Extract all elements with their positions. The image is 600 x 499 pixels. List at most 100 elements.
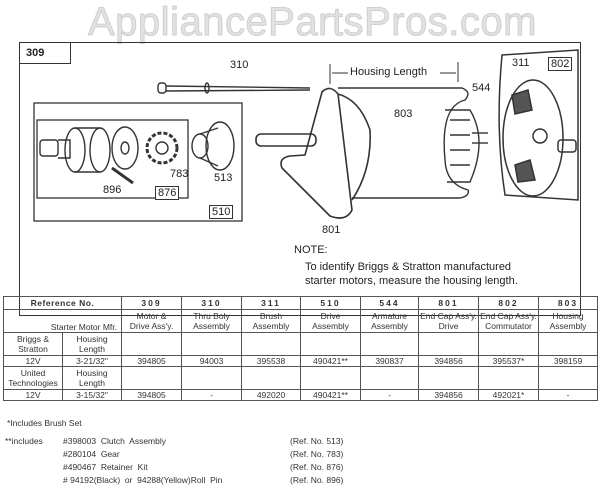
- col-name-1: Thru Boly: [193, 311, 230, 321]
- mfr-name-2: Technologies: [8, 378, 58, 388]
- commutator-end-cap-drawing: [498, 49, 579, 201]
- callout-544: 544: [472, 82, 491, 94]
- col-ref: 510: [300, 296, 362, 310]
- housing-length: 3-21/32": [61, 355, 123, 367]
- note-title: NOTE:: [294, 244, 328, 256]
- col-ref: 311: [241, 296, 302, 310]
- column-name-row: Starter Motor Mfr. Motor & Drive Ass'y. T…: [2, 309, 599, 333]
- callout-310: 310: [230, 59, 249, 71]
- part-number: 394856: [418, 389, 480, 401]
- col-name: End Cap Ass'y. Commutator: [478, 309, 540, 333]
- footnote-item: #490467 Retainer Kit: [63, 462, 148, 472]
- part-number: 492021*: [478, 389, 540, 401]
- callout-housing-length: Housing Length: [350, 66, 428, 78]
- mfr-name: Briggs & Stratton: [3, 332, 63, 356]
- col-ref: 801: [418, 296, 480, 310]
- housing-drawing: [338, 87, 470, 199]
- col-name: Armature Assembly: [360, 309, 420, 333]
- footnote-single: *Includes Brush Set: [7, 418, 82, 428]
- armature-drawing: [445, 109, 488, 183]
- col-name: Brush Assembly: [241, 309, 302, 333]
- voltage: 12V: [3, 355, 63, 367]
- part-number: 394805: [121, 355, 183, 367]
- mfr-name-1: Briggs &: [16, 334, 50, 344]
- part-number: 398159: [538, 355, 599, 367]
- callout-311: 311: [512, 57, 530, 69]
- mfr-name-1: United: [20, 368, 46, 378]
- col-name-1: Brush: [259, 311, 283, 321]
- housing-length-label: Housing Length: [61, 366, 123, 390]
- callout-896: 896: [103, 184, 122, 196]
- part-number: 395537*: [478, 355, 540, 367]
- drive-assembly-box: [33, 102, 243, 222]
- part-number: 490421**: [300, 389, 362, 401]
- col-ref: 309: [121, 296, 183, 310]
- col-name-2: Assembly: [252, 321, 290, 331]
- mfr-name: United Technologies: [3, 366, 63, 390]
- callout-513: 513: [214, 172, 233, 184]
- table-row: 12V 3-15/32" 394805 - 492020 490421** - …: [3, 389, 599, 401]
- watermark-logo: AppliancePartsPros.com: [88, 0, 537, 44]
- callout-801: 801: [322, 224, 341, 236]
- housing-length-bracket: [329, 62, 459, 84]
- footnote-item: #398003 Clutch Assembly: [63, 436, 167, 446]
- footnote-ref: (Ref. No. 513): [290, 436, 344, 446]
- col-name-1: Motor &: [136, 311, 167, 321]
- part-number: 94003: [181, 355, 243, 367]
- col-name-2: Commutator: [485, 321, 532, 331]
- thru-bolt-drawing: [157, 82, 311, 94]
- col-ref: 802: [478, 296, 540, 310]
- hl-2: Length: [79, 378, 105, 388]
- footnote-ref: (Ref. No. 896): [290, 475, 344, 485]
- callout-783: 783: [170, 168, 189, 180]
- ref-header: Reference No.: [2, 296, 123, 310]
- col-name: Housing Assembly: [538, 309, 599, 333]
- footnote-item: # 94192(Black) or 94288(Yellow)Roll Pin: [63, 475, 223, 485]
- hl-2: Length: [79, 344, 105, 354]
- note-line-2: starter motors, measure the housing leng…: [305, 275, 518, 287]
- col-name-2: Drive Ass'y.: [129, 321, 174, 331]
- part-number: 394805: [121, 389, 183, 401]
- callout-510: 510: [209, 205, 234, 219]
- callout-802: 802: [548, 57, 573, 71]
- mfr-name-2: Stratton: [18, 344, 48, 354]
- col-name-1: Armature: [372, 311, 407, 321]
- part-number: 394856: [418, 355, 480, 367]
- ref-number-row: Reference No. 309 310 311 510 544 801 80…: [2, 296, 599, 310]
- voltage: 12V: [3, 389, 63, 401]
- col-name: Thru Boly Assembly: [181, 309, 243, 333]
- col-ref: 544: [360, 296, 420, 310]
- part-number: -: [538, 389, 599, 401]
- part-number: 492020: [241, 389, 302, 401]
- col-ref: 310: [181, 296, 243, 310]
- col-name-1: End Cap Ass'y.: [480, 311, 537, 321]
- footnote-double-label: **includes: [5, 436, 43, 446]
- frame-label: 309: [26, 47, 45, 59]
- housing-length: 3-15/32": [61, 389, 123, 401]
- mfr-header-text: Starter Motor Mfr.: [50, 322, 118, 332]
- col-name-2: Assembly: [193, 321, 230, 331]
- parts-reference-table: Reference No. 309 310 311 510 544 801 80…: [2, 296, 599, 401]
- part-number: 390837: [360, 355, 420, 367]
- part-number: -: [181, 389, 243, 401]
- footnote-ref: (Ref. No. 876): [290, 462, 344, 472]
- part-number: 490421**: [300, 355, 362, 367]
- col-name-1: Drive: [320, 311, 341, 321]
- col-name: Drive Assembly: [300, 309, 362, 333]
- exploded-view-drawing: [33, 49, 579, 222]
- footnote-ref: (Ref. No. 783): [290, 449, 344, 459]
- col-name: Motor & Drive Ass'y.: [121, 309, 183, 333]
- hl-1: Housing: [76, 368, 108, 378]
- hl-1: Housing: [76, 334, 108, 344]
- col-name-1: Housing: [552, 311, 584, 321]
- col-name-2: Assembly: [549, 321, 587, 331]
- frame-label-box: 309: [19, 42, 71, 64]
- part-number: 395538: [241, 355, 302, 367]
- mfr-row-united: United Technologies Housing Length: [3, 366, 599, 390]
- drive-end-cap-drawing: [255, 87, 371, 219]
- part-number: -: [360, 389, 420, 401]
- mfr-row-briggs: Briggs & Stratton Housing Length: [3, 332, 599, 356]
- col-name-2: Assembly: [312, 321, 349, 331]
- mfr-header: Starter Motor Mfr.: [2, 309, 123, 333]
